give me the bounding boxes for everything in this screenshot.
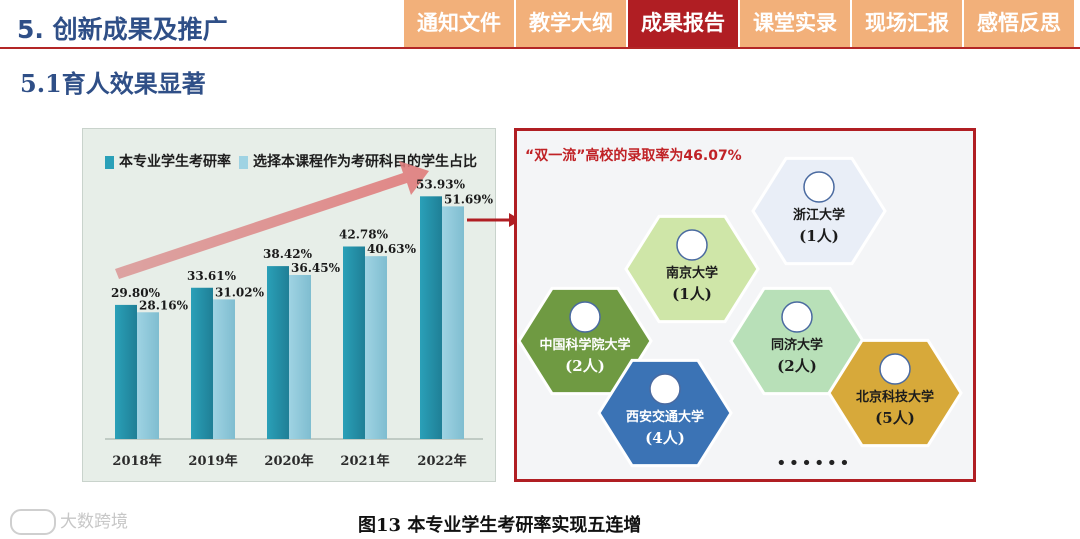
university-name-5: 西安交通大学 [626, 409, 704, 425]
bar-series1-2021年 [343, 246, 365, 439]
tab-class-recording[interactable]: 课堂实录 [740, 0, 850, 47]
legend-label-2: 选择本课程作为考研科目的学生占比 [253, 154, 477, 170]
data-label-series1-2018年: 29.80% [111, 286, 161, 300]
data-label-series2-2018年: 28.16% [139, 298, 189, 312]
data-label-series2-2021年: 40.63% [367, 242, 417, 256]
data-label-series2-2022年: 51.69% [444, 192, 494, 206]
university-name-4: 同济大学 [771, 337, 823, 353]
tab-notice-files[interactable]: 通知文件 [404, 0, 514, 47]
university-count-1: (1人) [799, 227, 839, 245]
tab-live-report[interactable]: 现场汇报 [852, 0, 962, 47]
x-tick-label-2018年: 2018年 [112, 453, 161, 469]
nav-tabs: 通知文件 教学大纲 成果报告 课堂实录 现场汇报 感悟反思 [402, 0, 1074, 47]
x-tick-label-2020年: 2020年 [264, 453, 313, 469]
bar-chart-panel: 本专业学生考研率 选择本课程作为考研科目的学生占比 29.80% 28.16% 20… [82, 128, 496, 482]
legend-item-1: 本专业学生考研率 [105, 151, 231, 171]
bar-series1-2019年 [191, 287, 213, 439]
chart-legend: 本专业学生考研率 选择本课程作为考研科目的学生占比 [105, 151, 477, 171]
bar-series1-2022年 [420, 196, 442, 439]
hex-university-5 [597, 358, 733, 468]
bar-series2-2021年 [365, 256, 387, 439]
tab-syllabus[interactable]: 教学大纲 [516, 0, 626, 47]
university-count-6: (5人) [875, 409, 915, 427]
data-label-series2-2020年: 36.45% [291, 261, 341, 275]
university-count-4: (2人) [777, 357, 817, 375]
x-tick-label-2019年: 2019年 [188, 453, 237, 469]
watermark: 大数跨境 [10, 507, 128, 535]
bar-series2-2022年 [442, 206, 464, 439]
university-logo-icon-5 [649, 373, 681, 405]
legend-swatch-1 [105, 155, 114, 169]
university-logo-icon-6 [879, 353, 911, 385]
university-count-3: (2人) [565, 357, 605, 375]
more-dots: •••••• [776, 453, 852, 474]
admission-rate-headline: “双一流”高校的录取率为46.07% [525, 148, 742, 164]
university-name-1: 浙江大学 [793, 207, 845, 223]
university-name-6: 北京科技大学 [856, 389, 934, 405]
legend-item-2: 选择本课程作为考研科目的学生占比 [239, 151, 477, 171]
chart-canvas: 29.80%28.16% 2018年 33.61% 31.02% 2019年 38.42%… [105, 161, 494, 469]
universities-panel: 浙江大学 (1人) 南京大学 (1人) 中国科学院大学 (2人) 同济大学 (2人) 西安交通大… [514, 128, 976, 482]
x-tick-label-2021年: 2021年 [340, 453, 389, 469]
university-logo-icon-2 [676, 229, 708, 261]
data-label-series1-2022年: 53.93% [416, 177, 466, 191]
watermark-text: 大数跨境 [60, 512, 128, 532]
header-bar: 5. 创新成果及推广 通知文件 教学大纲 成果报告 课堂实录 现场汇报 感悟反思 [0, 0, 1080, 49]
hex-university-2 [624, 214, 760, 324]
university-logo-icon-1 [803, 171, 835, 203]
subsection-title: 5.1育人效果显著 [20, 69, 206, 98]
hex-university-6 [827, 338, 963, 448]
bar-series1-2020年 [267, 266, 289, 439]
header-divider [0, 47, 1080, 49]
university-name-3: 中国科学院大学 [539, 337, 630, 353]
x-tick-label-2022年: 2022年 [417, 453, 466, 469]
bar-series2-2020年 [289, 274, 311, 439]
data-label-series1-2020年: 38.42% [263, 247, 313, 261]
bar-series2-2019年 [213, 299, 235, 439]
trend-arrow [115, 161, 429, 279]
university-logo-icon-3 [569, 301, 601, 333]
university-name-2: 南京大学 [666, 265, 718, 281]
data-label-series2-2019年: 31.02% [215, 285, 265, 299]
university-count-5: (4人) [645, 429, 685, 447]
legend-label-1: 本专业学生考研率 [119, 154, 231, 170]
tab-reflection[interactable]: 感悟反思 [964, 0, 1074, 47]
bar-series2-2018年 [137, 312, 159, 439]
data-label-series1-2019年: 33.61% [187, 269, 237, 283]
figure-caption: 图13 本专业学生考研率实现五连增 [358, 515, 642, 536]
university-count-2: (1人) [672, 285, 712, 303]
section-title: 5. 创新成果及推广 [17, 15, 228, 44]
bar-series1-2018年 [115, 304, 137, 439]
hex-university-1 [751, 156, 887, 266]
tab-achievement-report[interactable]: 成果报告 [628, 0, 738, 47]
university-logo-icon-4 [781, 301, 813, 333]
legend-swatch-2 [239, 155, 248, 169]
data-label-series1-2021年: 42.78% [339, 227, 389, 241]
watermark-logo-icon [10, 509, 56, 535]
hexagon-canvas: 浙江大学 (1人) 南京大学 (1人) 中国科学院大学 (2人) 同济大学 (2人) 西安交通大… [517, 156, 963, 468]
